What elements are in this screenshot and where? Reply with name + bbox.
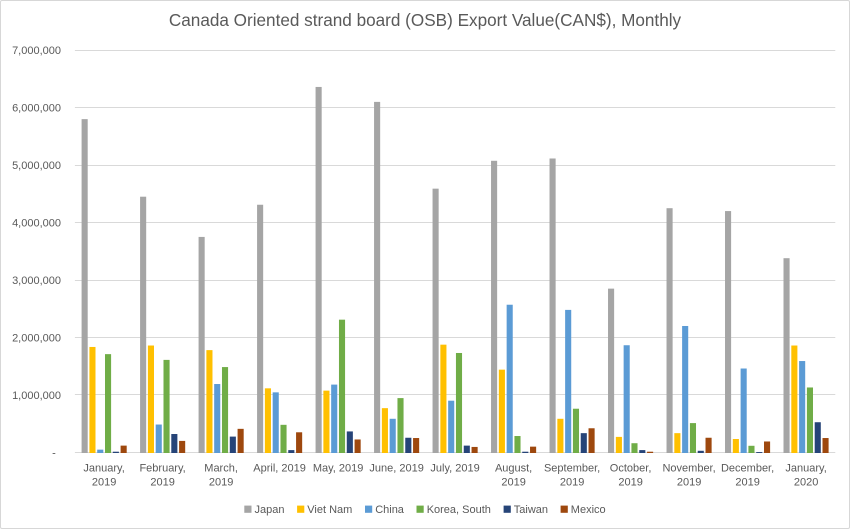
svg-text:2019: 2019 — [735, 476, 759, 488]
svg-text:7,000,000: 7,000,000 — [12, 45, 61, 57]
svg-text:Korea, South: Korea, South — [427, 504, 491, 516]
svg-text:China: China — [375, 504, 405, 516]
svg-text:2019: 2019 — [92, 476, 116, 488]
svg-text:Taiwan: Taiwan — [514, 504, 548, 516]
svg-text:September,: September, — [544, 462, 600, 474]
svg-text:October,: October, — [610, 462, 652, 474]
svg-text:August,: August, — [495, 462, 532, 474]
svg-text:2019: 2019 — [209, 476, 233, 488]
svg-text:2019: 2019 — [618, 476, 642, 488]
svg-text:January,: January, — [785, 462, 826, 474]
svg-text:March,: March, — [204, 462, 238, 474]
svg-text:January,: January, — [83, 462, 124, 474]
svg-text:3,000,000: 3,000,000 — [12, 275, 61, 287]
svg-text:Canada Oriented strand board (: Canada Oriented strand board (OSB) Expor… — [169, 10, 682, 30]
svg-text:December,: December, — [721, 462, 774, 474]
svg-text:2020: 2020 — [794, 476, 818, 488]
svg-text:February,: February, — [139, 462, 185, 474]
svg-text:6,000,000: 6,000,000 — [12, 103, 61, 115]
svg-text:-: - — [52, 447, 56, 459]
svg-text:4,000,000: 4,000,000 — [12, 218, 61, 230]
svg-text:Viet Nam: Viet Nam — [307, 504, 352, 516]
svg-text:5,000,000: 5,000,000 — [12, 160, 61, 172]
svg-text:2019: 2019 — [560, 476, 584, 488]
svg-text:April, 2019: April, 2019 — [253, 462, 306, 474]
svg-text:Japan: Japan — [255, 504, 285, 516]
svg-text:Mexico: Mexico — [571, 504, 606, 516]
svg-text:2019: 2019 — [501, 476, 525, 488]
svg-text:2,000,000: 2,000,000 — [12, 332, 61, 344]
svg-text:June, 2019: June, 2019 — [369, 462, 423, 474]
svg-text:May, 2019: May, 2019 — [313, 462, 364, 474]
svg-text:2019: 2019 — [150, 476, 174, 488]
svg-text:November,: November, — [662, 462, 715, 474]
svg-text:July, 2019: July, 2019 — [430, 462, 479, 474]
svg-text:1,000,000: 1,000,000 — [12, 390, 61, 402]
svg-text:2019: 2019 — [677, 476, 701, 488]
